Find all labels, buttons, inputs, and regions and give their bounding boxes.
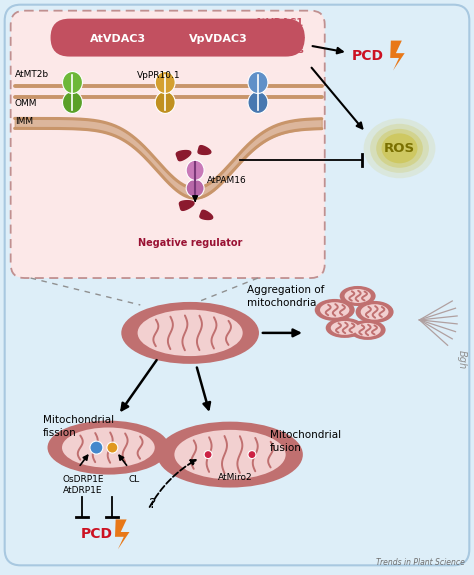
Text: ROS: ROS xyxy=(384,142,415,155)
Ellipse shape xyxy=(248,451,256,459)
Text: PCD: PCD xyxy=(352,48,383,63)
Text: Trends in Plant Science: Trends in Plant Science xyxy=(376,558,465,568)
Ellipse shape xyxy=(62,427,155,467)
Text: ?: ? xyxy=(149,497,156,512)
Ellipse shape xyxy=(370,124,429,173)
Ellipse shape xyxy=(107,442,118,453)
Text: AtMiro2: AtMiro2 xyxy=(218,473,253,481)
Text: AtPAM16: AtPAM16 xyxy=(207,176,247,185)
Text: CL: CL xyxy=(128,474,139,484)
Ellipse shape xyxy=(376,129,423,168)
Text: OsDRP1E
AtDRP1E: OsDRP1E AtDRP1E xyxy=(63,474,104,495)
Text: AtVDAC3: AtVDAC3 xyxy=(90,33,146,44)
Polygon shape xyxy=(176,151,191,160)
Ellipse shape xyxy=(63,91,82,113)
FancyBboxPatch shape xyxy=(5,5,469,565)
Ellipse shape xyxy=(155,71,175,94)
Polygon shape xyxy=(115,519,129,549)
Ellipse shape xyxy=(356,302,392,322)
Ellipse shape xyxy=(48,421,168,474)
Ellipse shape xyxy=(331,321,359,335)
Ellipse shape xyxy=(137,310,243,356)
Ellipse shape xyxy=(316,300,354,320)
FancyBboxPatch shape xyxy=(51,18,305,56)
Text: Aggregation of
mitochondria: Aggregation of mitochondria xyxy=(247,285,324,308)
Text: Negative regulator: Negative regulator xyxy=(138,238,242,248)
Polygon shape xyxy=(198,145,211,155)
Text: IMM: IMM xyxy=(15,117,33,126)
Polygon shape xyxy=(179,201,194,210)
Ellipse shape xyxy=(63,71,82,94)
FancyBboxPatch shape xyxy=(11,11,325,278)
Ellipse shape xyxy=(364,118,436,178)
Ellipse shape xyxy=(248,91,268,113)
Text: PCD: PCD xyxy=(81,527,112,542)
Text: Mitochondrial
fusion: Mitochondrial fusion xyxy=(270,430,341,453)
Ellipse shape xyxy=(327,319,363,337)
Text: OMM: OMM xyxy=(15,99,37,109)
Ellipse shape xyxy=(361,304,389,320)
Polygon shape xyxy=(200,210,213,220)
Ellipse shape xyxy=(204,451,212,459)
Text: AtMT2b: AtMT2b xyxy=(15,70,49,79)
Ellipse shape xyxy=(90,441,103,454)
Ellipse shape xyxy=(355,323,381,337)
Ellipse shape xyxy=(186,160,204,180)
Ellipse shape xyxy=(158,423,302,486)
Ellipse shape xyxy=(122,303,258,363)
Ellipse shape xyxy=(382,133,418,163)
Ellipse shape xyxy=(174,430,286,480)
Text: AtVDAC1
OsVDAC4
NtVDACs: AtVDAC1 OsVDAC4 NtVDACs xyxy=(255,18,305,55)
Text: VpPR10.1: VpPR10.1 xyxy=(137,71,181,79)
Ellipse shape xyxy=(155,91,175,113)
Text: VpVDAC3: VpVDAC3 xyxy=(189,33,247,44)
Ellipse shape xyxy=(351,321,384,339)
Ellipse shape xyxy=(186,179,204,197)
Text: Bgh: Bgh xyxy=(456,350,466,369)
Ellipse shape xyxy=(320,302,349,317)
Ellipse shape xyxy=(341,287,374,305)
Ellipse shape xyxy=(345,289,371,303)
Text: Mitochondrial
fission: Mitochondrial fission xyxy=(43,415,114,438)
Polygon shape xyxy=(390,41,405,71)
Ellipse shape xyxy=(248,71,268,94)
